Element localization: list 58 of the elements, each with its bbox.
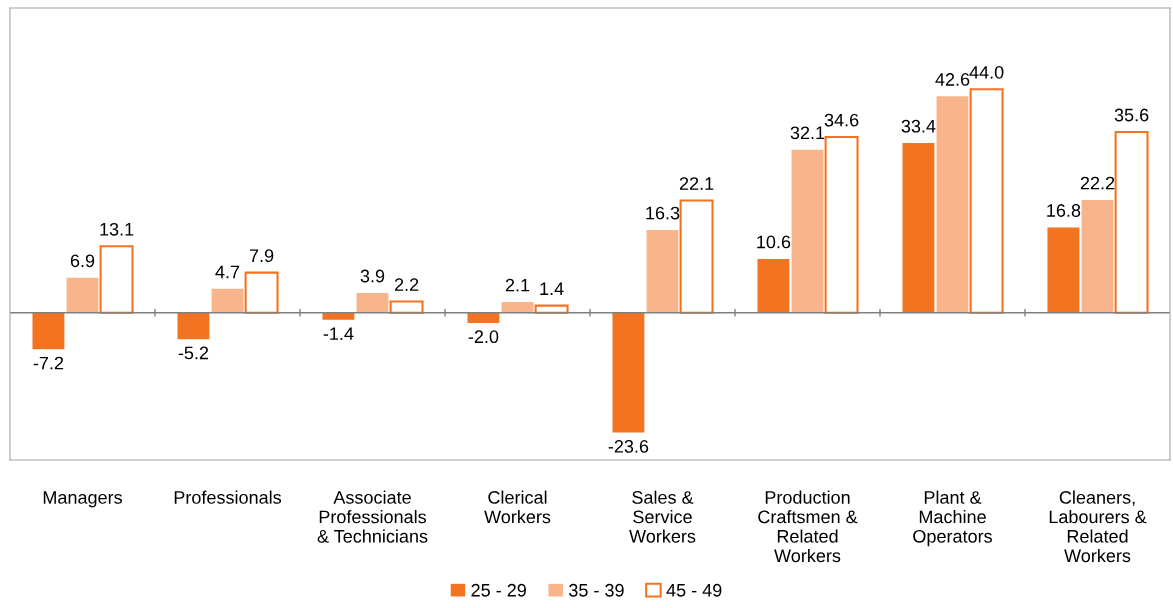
bar <box>1047 227 1080 313</box>
data-label: 3.9 <box>360 269 385 283</box>
x-tick-label: Cleaners, Labourers & Related Workers <box>1049 490 1147 563</box>
bar <box>211 288 244 313</box>
bar <box>969 88 1004 314</box>
data-label: 34.6 <box>824 113 859 127</box>
data-label: 13.1 <box>100 222 134 236</box>
bar <box>356 292 389 313</box>
bar <box>902 143 935 313</box>
bar <box>32 312 65 350</box>
data-label: 22.2 <box>1080 176 1115 190</box>
bar <box>824 135 859 314</box>
x-tick-label: Professionals <box>174 490 282 504</box>
legend-label: 25 - 29 <box>471 583 526 597</box>
bar <box>612 312 645 433</box>
legend-label: 45 - 49 <box>666 583 722 597</box>
data-label: 33.4 <box>901 119 936 133</box>
data-label: 16.3 <box>646 206 680 220</box>
bar <box>467 312 500 323</box>
data-label: -5.2 <box>178 346 209 360</box>
x-tick-label: Plant & Machine Operators <box>913 490 992 547</box>
bar <box>936 96 969 313</box>
data-label: 16.8 <box>1047 204 1081 217</box>
bar <box>757 258 790 313</box>
data-label: 7.9 <box>249 249 274 263</box>
bar <box>322 312 355 320</box>
legend-label: 35 - 39 <box>569 583 624 597</box>
data-label: 2.1 <box>505 278 530 292</box>
data-label: 35.6 <box>1114 108 1149 122</box>
data-label: -23.6 <box>608 440 649 453</box>
x-tick-label: Associate Professionals & Technicians <box>317 490 428 543</box>
data-label: 22.1 <box>679 177 714 190</box>
x-tick-label: Managers <box>43 491 122 508</box>
bar <box>1081 199 1114 313</box>
bar <box>679 199 714 314</box>
bar <box>99 245 134 314</box>
data-label: -7.2 <box>33 356 64 370</box>
bar <box>1114 130 1149 314</box>
x-tick-label: Sales & Service Workers <box>629 490 696 543</box>
data-label: 1.4 <box>540 282 564 295</box>
bar <box>501 302 534 313</box>
bar <box>389 300 424 314</box>
bar <box>791 149 824 313</box>
x-tick-label: Production Craftsmen & Related Workers <box>758 490 858 563</box>
bar <box>244 271 279 314</box>
data-label: -2.0 <box>468 330 499 344</box>
bar <box>646 229 679 313</box>
data-label: 10.6 <box>757 235 791 249</box>
data-label: -1.4 <box>323 327 354 340</box>
data-label: 6.9 <box>70 254 95 268</box>
data-label: 32.1 <box>790 126 825 140</box>
data-label: 2.2 <box>394 278 419 291</box>
bar <box>66 277 99 313</box>
bar <box>177 312 210 340</box>
data-label: 4.7 <box>215 265 240 279</box>
x-tick-label: Clerical Workers <box>484 490 551 524</box>
data-label: 44.0 <box>969 65 1004 79</box>
data-label: 42.6 <box>935 73 970 86</box>
